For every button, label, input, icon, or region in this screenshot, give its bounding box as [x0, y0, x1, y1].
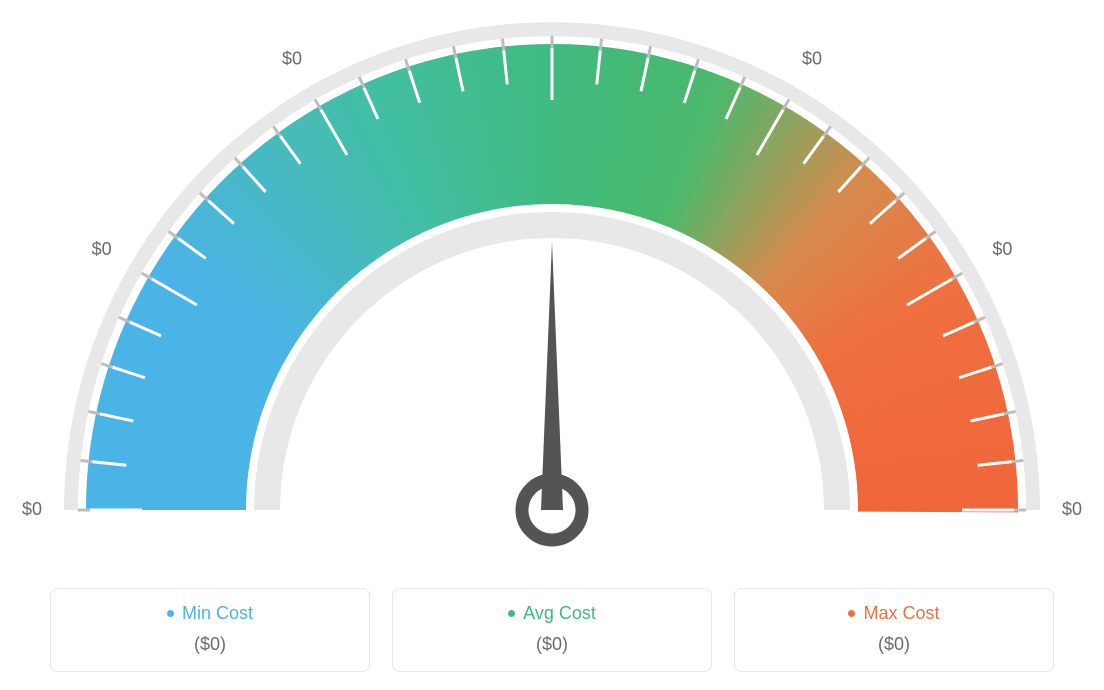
legend-dot-avg [508, 610, 515, 617]
legend-label-max: Max Cost [863, 603, 939, 624]
legend-dot-min [167, 610, 174, 617]
gauge-svg: $0$0$0$0$0$0$0 [0, 0, 1104, 560]
legend-card-max: Max Cost ($0) [734, 588, 1054, 672]
legend-title-max: Max Cost [848, 603, 939, 624]
legend-label-min: Min Cost [182, 603, 253, 624]
svg-text:$0: $0 [22, 499, 42, 519]
legend-value-min: ($0) [61, 634, 359, 655]
legend-card-min: Min Cost ($0) [50, 588, 370, 672]
svg-text:$0: $0 [1062, 499, 1082, 519]
legend-row: Min Cost ($0) Avg Cost ($0) Max Cost ($0… [0, 588, 1104, 672]
legend-label-avg: Avg Cost [523, 603, 596, 624]
svg-text:$0: $0 [92, 239, 112, 259]
legend-value-avg: ($0) [403, 634, 701, 655]
legend-dot-max [848, 610, 855, 617]
svg-text:$0: $0 [282, 48, 302, 68]
legend-title-min: Min Cost [167, 603, 253, 624]
legend-card-avg: Avg Cost ($0) [392, 588, 712, 672]
legend-title-avg: Avg Cost [508, 603, 596, 624]
legend-value-max: ($0) [745, 634, 1043, 655]
svg-text:$0: $0 [992, 239, 1012, 259]
gauge-chart: $0$0$0$0$0$0$0 [0, 0, 1104, 560]
svg-text:$0: $0 [802, 48, 822, 68]
